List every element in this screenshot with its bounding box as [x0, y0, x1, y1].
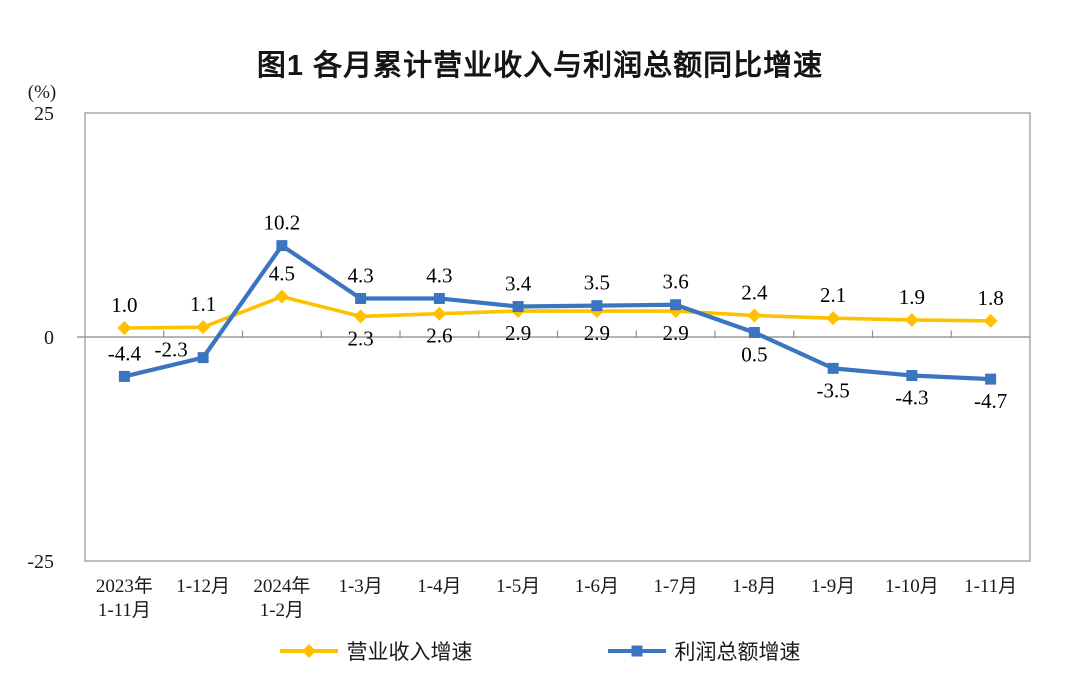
y-axis-tick-label: 25 [34, 103, 54, 125]
profit-marker-square [985, 373, 997, 385]
legend-item-revenue: 营业收入增速 [279, 636, 473, 666]
legend-item-profit: 利润总额增速 [607, 636, 801, 666]
x-axis-label: 1-2月 [260, 600, 304, 621]
legend-key-diamond [301, 644, 316, 658]
revenue-data-label: 2.4 [741, 280, 768, 304]
profit-data-label: 4.3 [348, 263, 374, 287]
x-axis-label: 1-8月 [732, 576, 776, 597]
revenue-marker-diamond [983, 313, 998, 328]
revenue-data-label: 1.9 [899, 285, 925, 309]
y-axis-tick-label: -25 [27, 551, 54, 573]
x-axis-label: 1-11月 [964, 576, 1017, 597]
x-axis-label: 1-5月 [496, 576, 540, 597]
x-axis-label: 1-3月 [338, 576, 382, 597]
profit-marker-square [512, 301, 524, 313]
x-axis-label: 2024年 [253, 575, 310, 597]
profit-data-label: 3.6 [663, 270, 689, 294]
profit-data-label: 10.2 [264, 211, 301, 235]
profit-data-label: 4.3 [426, 263, 452, 287]
revenue-line-diamond-icon [279, 644, 338, 658]
profit-marker-square [827, 362, 839, 374]
chart-title: 图1 各月累计营业收入与利润总额同比增速 [256, 50, 824, 82]
profit-marker-square [276, 240, 288, 252]
profit-data-label: -2.3 [155, 338, 188, 362]
x-axis-label: 1-6月 [575, 576, 619, 597]
revenue-data-label: 2.9 [584, 321, 610, 345]
revenue-data-label: 2.6 [426, 324, 452, 348]
revenue-data-label: 2.9 [663, 321, 689, 345]
profit-data-label: 0.5 [741, 343, 767, 367]
revenue-data-label: 1.0 [111, 293, 137, 317]
revenue-marker-diamond [196, 320, 211, 335]
x-axis-label: 1-10月 [885, 576, 939, 597]
profit-data-label: 3.5 [584, 271, 610, 295]
y-axis-unit-label: (%) [27, 82, 57, 103]
revenue-marker-diamond [826, 311, 841, 326]
profit-marker-square [748, 327, 760, 339]
revenue-marker-diamond [117, 321, 132, 336]
revenue-marker-diamond [747, 308, 762, 323]
x-axis-label: 1-4月 [417, 576, 461, 597]
legend-label-profit: 利润总额增速 [674, 640, 801, 664]
revenue-data-label: 4.5 [269, 262, 295, 286]
revenue-data-label: 2.9 [505, 321, 531, 345]
x-axis-label: 2023年 [96, 575, 153, 597]
profit-marker-square [197, 352, 209, 364]
profit-data-label: -4.3 [895, 386, 928, 410]
profit-data-label: -4.4 [108, 341, 142, 365]
revenue-data-label: 2.1 [820, 283, 846, 307]
revenue-series-line [122, 294, 993, 330]
profit-marker-square [670, 299, 682, 311]
x-axis-label: 1-7月 [653, 576, 697, 597]
revenue-data-label: 1.8 [978, 286, 1004, 310]
profit-marker-square [906, 370, 918, 382]
revenue-marker-diamond [274, 289, 289, 304]
legend-key-square [631, 645, 642, 657]
chart-legend: 营业收入增速 利润总额增速 [0, 636, 1080, 666]
revenue-data-label: 1.1 [190, 292, 216, 316]
profit-data-label: -4.7 [974, 389, 1007, 413]
profit-marker-square [591, 300, 603, 312]
x-axis-label: 1-9月 [811, 576, 855, 597]
profit-data-label: 3.4 [505, 272, 532, 296]
profit-line-square-icon [607, 645, 666, 657]
revenue-data-label: 2.3 [348, 326, 374, 350]
revenue-marker-diamond [353, 309, 368, 324]
profit-marker-square [433, 292, 445, 304]
y-axis-tick-label: 0 [44, 327, 54, 349]
revenue-marker-diamond [432, 306, 447, 321]
revenue-marker-diamond [904, 312, 919, 327]
legend-label-revenue: 营业收入增速 [346, 640, 473, 664]
x-axis-label: 1-12月 [176, 576, 230, 597]
profit-marker-square [355, 292, 367, 304]
x-axis-label: 1-11月 [98, 600, 151, 621]
profit-marker-square [118, 370, 130, 382]
profit-series-line [122, 243, 993, 382]
profit-data-label: -3.5 [817, 378, 850, 402]
